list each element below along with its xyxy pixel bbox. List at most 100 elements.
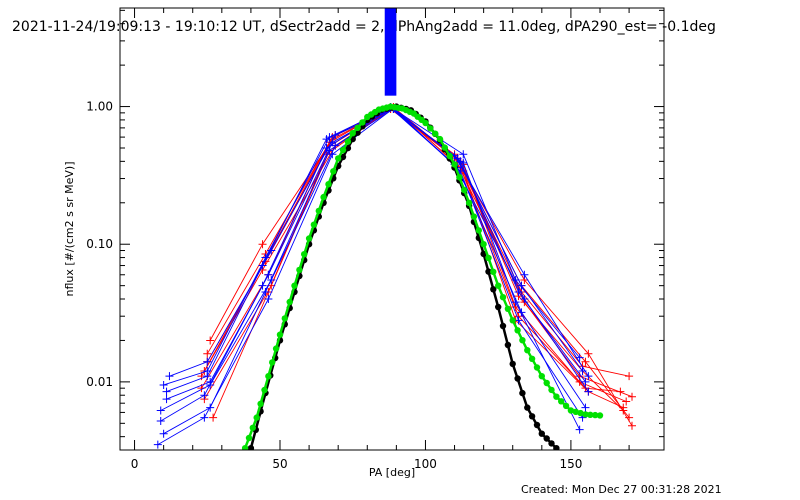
fit-point-green-16-2 xyxy=(461,186,468,194)
fit-point-green-17-1 xyxy=(470,213,478,220)
series-marker-red-3-7 xyxy=(628,421,636,430)
x-tick-label-1: 50 xyxy=(272,457,287,471)
data-layer xyxy=(153,8,636,450)
y-axis-label: nflux [#/(cm2 s sr MeV)] xyxy=(63,162,76,297)
fit-point-green-6-1 xyxy=(325,181,332,188)
series-marker-blue-15-0 xyxy=(156,406,165,415)
x-tick-label-3: 150 xyxy=(559,457,582,471)
series-marker-blue-13-2 xyxy=(264,295,273,304)
series-marker-blue-8-6 xyxy=(517,281,526,290)
series-marker-blue-11-6 xyxy=(511,275,520,284)
series-line-blue-11 xyxy=(169,108,580,377)
fit-point-green-8-0 xyxy=(349,130,356,137)
fit-point-green-24-1 xyxy=(572,408,579,415)
fit-point-green-22-1 xyxy=(543,379,550,387)
series-marker-blue-9-7 xyxy=(581,377,590,386)
fit-layer xyxy=(241,103,604,450)
fit-point-black-17-1 xyxy=(499,322,507,330)
fit-point-green-19-2 xyxy=(504,305,512,312)
fit-point-green-2-0 xyxy=(265,373,272,380)
fit-point-black-17-2 xyxy=(504,341,512,349)
series-line-blue-14 xyxy=(166,106,589,393)
series-marker-blue-15-6 xyxy=(511,298,520,307)
series-marker-blue-11-1 xyxy=(203,357,212,366)
series-marker-blue-10-2 xyxy=(258,281,267,290)
fit-point-green-23-0 xyxy=(553,393,560,400)
series-marker-red-4-7 xyxy=(616,387,625,396)
fit-point-green-4-1 xyxy=(296,266,303,274)
x-tick-label-2: 100 xyxy=(414,457,437,471)
bar-layer xyxy=(384,8,397,96)
series-marker-red-2-7 xyxy=(622,397,631,406)
series-marker-blue-11-5 xyxy=(459,150,468,159)
fit-point-green-21-1 xyxy=(528,355,536,362)
fit-point-black-18-1 xyxy=(514,375,521,382)
fit-point-black-6-1 xyxy=(339,153,347,161)
fit-point-black-18-2 xyxy=(519,389,526,397)
fit-point-green-18-1 xyxy=(485,254,492,262)
series-marker-red-1-6 xyxy=(581,357,590,366)
fit-point-green-0-2 xyxy=(249,424,256,431)
created-timestamp: Created: Mon Dec 27 00:31:28 2021 xyxy=(521,483,722,496)
fit-point-green-21-2 xyxy=(533,364,541,371)
fit-point-green-22-0 xyxy=(538,373,545,380)
fit-point-green-18-2 xyxy=(490,268,497,275)
fit-point-black-17-0 xyxy=(495,303,502,311)
fit-point-black-20-0 xyxy=(538,430,545,437)
series-marker-red-3-1 xyxy=(258,240,267,249)
chart-title: 2021-11-24/19:09:13 - 19:10:12 UT, dSect… xyxy=(12,19,716,35)
fit-point-green-20-0 xyxy=(509,317,516,324)
series-marker-blue-15-1 xyxy=(206,380,215,389)
fit-point-green-24-0 xyxy=(567,407,575,414)
fit-point-black-19-2 xyxy=(533,421,541,429)
series-marker-blue-14-7 xyxy=(584,372,593,381)
series-marker-red-3-6 xyxy=(584,349,593,358)
fit-point-green-5-0 xyxy=(305,235,313,242)
fit-point-green-24-2 xyxy=(577,409,584,417)
series-marker-blue-10-0 xyxy=(156,416,165,425)
fit-point-green-1-2 xyxy=(261,386,268,394)
fit-point-green-7-2 xyxy=(344,138,352,145)
fit-point-green-19-0 xyxy=(495,282,502,289)
fit-point-green-20-2 xyxy=(519,337,526,344)
series-marker-blue-13-1 xyxy=(200,413,209,422)
fit-point-black-16-1 xyxy=(485,268,492,275)
fit-point-green-23-1 xyxy=(558,398,565,405)
plot-frame xyxy=(119,7,665,451)
fit-point-black-19-1 xyxy=(528,413,536,420)
fit-point-green-4-2 xyxy=(301,251,308,258)
fit-point-green-16-1 xyxy=(456,174,463,181)
fit-point-green-15-2 xyxy=(446,152,453,160)
series-marker-blue-10-6 xyxy=(520,295,529,304)
series-marker-blue-12-6 xyxy=(517,308,526,317)
fit-point-green-6-2 xyxy=(330,168,337,175)
fit-point-green-22-2 xyxy=(548,386,555,394)
fit-point-green-14-0 xyxy=(422,119,429,127)
series-marker-blue-11-0 xyxy=(165,372,174,381)
series-marker-blue-15-7 xyxy=(575,425,584,434)
series-marker-blue-9-0 xyxy=(162,395,171,404)
fit-point-black-18-0 xyxy=(509,360,516,368)
y-tick-label-2: 1.00 xyxy=(86,100,113,114)
fit-point-green-17-0 xyxy=(465,199,473,206)
top-bar xyxy=(384,8,397,96)
fit-point-green-23-2 xyxy=(562,402,570,410)
fit-point-green-15-0 xyxy=(436,135,444,143)
series-marker-blue-12-7 xyxy=(581,403,590,412)
fit-point-green-3-1 xyxy=(281,315,288,322)
fit-point-green-5-2 xyxy=(315,207,322,215)
y-tick-label-0: 0.01 xyxy=(86,375,113,389)
series-marker-blue-14-2 xyxy=(258,261,267,270)
series-line-blue-9 xyxy=(166,107,586,400)
series-marker-red-6-7 xyxy=(619,403,628,412)
fit-point-green-21-0 xyxy=(524,347,531,354)
fit-point-black-end xyxy=(553,444,560,450)
fit-point-green-7-0 xyxy=(335,155,342,162)
y-tick-label-1: 0.10 xyxy=(86,237,113,251)
fit-point-green-18-0 xyxy=(480,241,487,248)
fit-point-green-7-1 xyxy=(339,146,347,154)
series-line-blue-10 xyxy=(160,106,589,422)
fit-point-green-end xyxy=(596,412,604,419)
series-line-red-3 xyxy=(209,108,633,427)
fit-point-green-25-1 xyxy=(587,411,594,418)
